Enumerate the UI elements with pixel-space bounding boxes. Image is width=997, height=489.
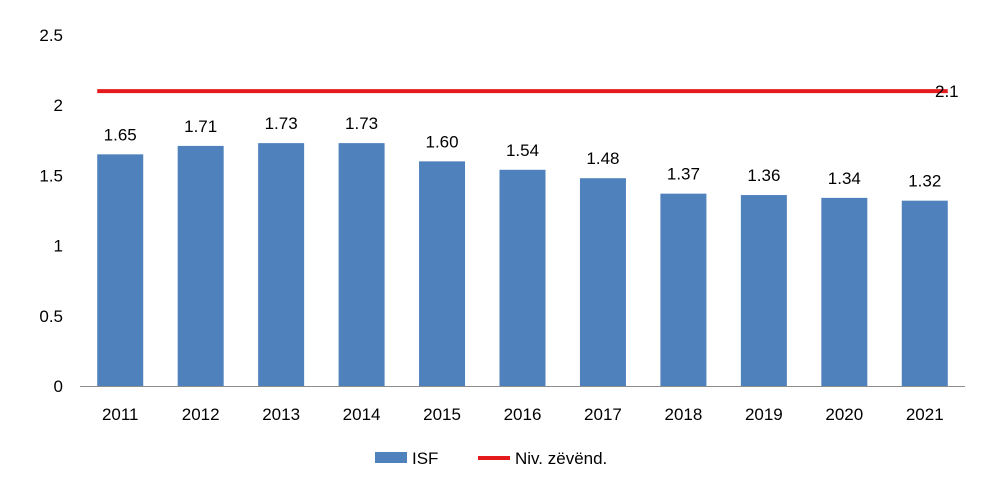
x-tick-label: 2020	[825, 405, 863, 424]
bar	[97, 154, 143, 386]
x-tick-label: 2015	[423, 405, 461, 424]
replacement-level-line: 2.1	[97, 82, 958, 101]
x-tick-label: 2011	[102, 405, 139, 424]
bar-value-label: 1.48	[586, 149, 619, 168]
y-tick-label: 1.5	[39, 166, 63, 185]
bar-value-label: 1.65	[104, 125, 137, 144]
bar-value-label: 1.60	[425, 132, 458, 151]
x-tick-label: 2014	[343, 405, 381, 424]
bar	[660, 194, 706, 386]
bar	[419, 161, 465, 386]
legend-swatch-isf	[375, 452, 407, 463]
legend-label-replacement-level: Niv. zëvënd.	[515, 449, 607, 468]
legend: ISF Niv. zëvënd.	[375, 449, 607, 468]
x-tick-label: 2017	[584, 405, 622, 424]
x-tick-label: 2019	[745, 405, 783, 424]
bar-value-label: 1.71	[184, 117, 217, 136]
bar	[500, 170, 546, 386]
replacement-level-value-label: 2.1	[935, 82, 959, 101]
bar-value-label: 1.37	[667, 165, 700, 184]
legend-label-isf: ISF	[412, 449, 438, 468]
x-tick-label: 2012	[182, 405, 220, 424]
bar	[902, 201, 948, 386]
bar-value-label: 1.54	[506, 141, 539, 160]
bar-value-label: 1.34	[828, 169, 861, 188]
x-axis-ticks: 2011 2012 2013 2014 2015 2016 2017 2018 2019 2020…	[102, 405, 944, 424]
bar-value-label: 1.73	[265, 114, 298, 133]
bar	[178, 146, 224, 386]
y-tick-label: 0	[54, 377, 63, 396]
bar-value-label: 1.73	[345, 114, 378, 133]
bar	[339, 143, 385, 386]
bar	[580, 178, 626, 386]
y-axis-ticks: 0 0.5 1 1.5 2 2.5	[39, 26, 63, 396]
bar	[821, 198, 867, 386]
bar	[258, 143, 304, 386]
bar-series	[97, 143, 948, 386]
bar	[741, 195, 787, 386]
x-tick-label: 2021	[906, 405, 944, 424]
y-tick-label: 2	[54, 96, 63, 115]
y-tick-label: 2.5	[39, 26, 63, 45]
y-tick-label: 1	[54, 237, 63, 256]
x-tick-label: 2018	[664, 405, 702, 424]
x-tick-label: 2013	[262, 405, 300, 424]
bar-value-label: 1.36	[747, 166, 780, 185]
x-tick-label: 2016	[504, 405, 542, 424]
bar-value-label: 1.32	[908, 172, 941, 191]
y-tick-label: 0.5	[39, 307, 63, 326]
